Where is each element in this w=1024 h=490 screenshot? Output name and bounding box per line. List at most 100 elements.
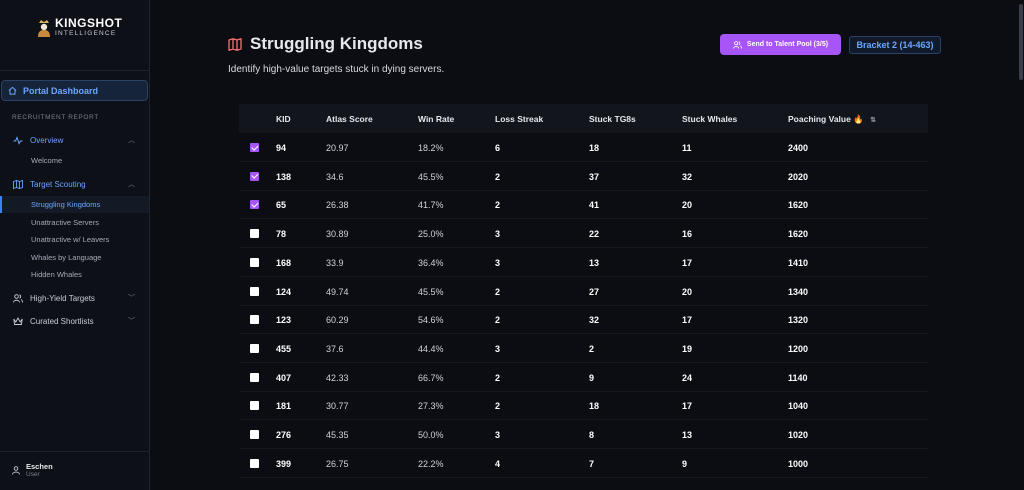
table-row[interactable]: 181 30.77 27.3% 2 18 17 1040: [239, 391, 928, 421]
king-icon: [36, 18, 52, 38]
nav-item-hidden-whales[interactable]: Hidden Whales: [31, 270, 82, 279]
cell-poaching-value: 1020: [788, 430, 809, 440]
crown-icon: [13, 316, 23, 325]
table-row[interactable]: 123 60.29 54.6% 2 32 17 1320: [239, 305, 928, 335]
sort-icon[interactable]: ⇅: [870, 117, 877, 124]
divider: [0, 70, 149, 71]
cell-kid: 123: [276, 315, 292, 326]
cell-poaching-value: 1000: [788, 458, 809, 469]
cell-kid: 78: [276, 229, 287, 240]
cell-atlas-score: 34.6: [326, 171, 344, 182]
table-row[interactable]: 168 33.9 36.4% 3 13 17 1410: [239, 248, 928, 277]
cell-atlas-score: 37.6: [326, 343, 344, 354]
nav-group-target-scouting[interactable]: Target Scouting ︿: [0, 175, 149, 193]
cell-loss-streak: 3: [495, 343, 501, 354]
cell-loss-streak: 3: [495, 257, 501, 268]
column-header-loss-streak[interactable]: Loss Streak: [495, 114, 544, 124]
column-header-kid[interactable]: KID: [276, 114, 291, 124]
cell-stuck-tg8s: 7: [589, 458, 595, 469]
users-icon: [13, 293, 23, 303]
cell-loss-streak: 2: [495, 372, 501, 383]
nav-group-overview[interactable]: Overview ︿: [0, 131, 149, 149]
cell-stuck-whales: 20: [682, 286, 693, 297]
cell-loss-streak: 6: [495, 143, 501, 153]
cell-stuck-whales: 9: [682, 458, 688, 469]
scrollbar-thumb[interactable]: [1019, 4, 1023, 80]
column-header-win-rate[interactable]: Win Rate: [418, 114, 455, 124]
row-checkbox[interactable]: [250, 458, 259, 468]
row-checkbox[interactable]: [250, 401, 259, 411]
user-profile[interactable]: Eschen User: [12, 462, 53, 479]
nav-item-unattractive-servers[interactable]: Unattractive Servers: [31, 218, 99, 227]
table-row[interactable]: 455 37.6 44.4% 3 2 19 1200: [239, 334, 928, 363]
table-row[interactable]: 124 49.74 45.5% 2 27 20 1340: [239, 277, 928, 306]
cell-loss-streak: 2: [495, 171, 501, 182]
cell-stuck-whales: 13: [682, 430, 693, 440]
nav-item-welcome[interactable]: Welcome: [31, 156, 63, 165]
cell-stuck-tg8s: 18: [589, 401, 600, 412]
send-to-talent-pool-button[interactable]: Send to Talent Pool (3/5): [720, 34, 841, 55]
cell-poaching-value: 1320: [788, 315, 809, 326]
cell-poaching-value: 1410: [788, 257, 809, 268]
table-row[interactable]: 407 42.33 66.7% 2 9 24 1140: [239, 363, 928, 392]
column-header-poaching-value[interactable]: Poaching Value 🔥 ⇅: [788, 114, 876, 125]
nav-group-curated-shortlists[interactable]: Curated Shortlists ﹀: [0, 312, 149, 330]
table-row[interactable]: 65 26.38 41.7% 2 41 20 1620: [239, 190, 928, 220]
user-role: User: [26, 471, 40, 478]
table-row[interactable]: 138 34.6 45.5% 2 37 32 2020: [239, 162, 928, 191]
cell-win-rate: 45.5%: [418, 171, 444, 182]
cell-win-rate: 27.3%: [418, 401, 444, 412]
cell-kid: 94: [276, 143, 287, 153]
brand-sub: INTELLIGENCE: [55, 30, 117, 37]
table-row[interactable]: 94 20.97 18.2% 6 18 11 2400: [239, 133, 928, 162]
column-header-stuck-whales[interactable]: Stuck Whales: [682, 114, 738, 124]
cell-loss-streak: 2: [495, 315, 501, 326]
row-checkbox[interactable]: [250, 286, 259, 296]
column-header-atlas-score[interactable]: Atlas Score: [326, 114, 373, 124]
users-icon: [733, 40, 742, 49]
cell-poaching-value: 1620: [788, 200, 809, 211]
row-checkbox[interactable]: [250, 171, 259, 181]
cell-kid: 399: [276, 458, 292, 469]
table-row[interactable]: 399 26.75 22.2% 4 7 9 1000: [239, 449, 928, 478]
cell-poaching-value: 2400: [788, 143, 809, 153]
cell-atlas-score: 33.9: [326, 257, 344, 268]
row-checkbox[interactable]: [250, 372, 259, 382]
bracket-selector[interactable]: Bracket 2 (14-463): [849, 36, 941, 54]
row-checkbox[interactable]: [250, 257, 259, 267]
nav-item-struggling-kingdoms[interactable]: Struggling Kingdoms: [0, 196, 149, 213]
cell-poaching-value: 1040: [788, 401, 809, 412]
cell-kid: 181: [276, 401, 292, 412]
cell-kid: 65: [276, 200, 287, 211]
row-checkbox[interactable]: [250, 343, 259, 353]
kingdoms-table: KID Atlas Score Win Rate Loss Streak Stu…: [239, 104, 928, 490]
table-row[interactable]: 276 45.35 50.0% 3 8 13 1020: [239, 420, 928, 449]
cell-poaching-value: 1140: [788, 372, 808, 383]
scrollbar[interactable]: [1018, 0, 1024, 490]
cell-stuck-tg8s: 9: [589, 372, 595, 383]
column-header-stuck-tg8s[interactable]: Stuck TG8s: [589, 114, 636, 124]
nav-item-whales-by-language[interactable]: Whales by Language: [31, 253, 102, 262]
page-subtitle: Identify high-value targets stuck in dyi…: [228, 64, 445, 75]
portal-dashboard-button[interactable]: Portal Dashboard: [1, 80, 148, 101]
chevron-down-icon: ﹀: [128, 318, 135, 325]
row-checkbox[interactable]: [250, 315, 259, 325]
cell-loss-streak: 3: [495, 229, 501, 240]
row-checkbox[interactable]: [250, 200, 259, 210]
row-checkbox[interactable]: [250, 430, 259, 439]
nav-group-label: Target Scouting: [30, 179, 86, 189]
cell-kid: 168: [276, 257, 292, 268]
table-row[interactable]: 78 30.89 25.0% 3 22 16 1620: [239, 219, 928, 249]
divider: [0, 451, 149, 452]
cell-poaching-value: 2020: [788, 171, 809, 182]
nav-item-unattractive-leavers[interactable]: Unattractive w/ Leavers: [31, 235, 110, 244]
nav-group-high-yield-targets[interactable]: High-Yield Targets ﹀: [0, 289, 149, 307]
cell-loss-streak: 3: [495, 430, 501, 440]
map-icon: [13, 179, 23, 189]
row-checkbox[interactable]: [250, 229, 259, 239]
cell-win-rate: 66.7%: [418, 372, 444, 383]
row-checkbox[interactable]: [250, 143, 259, 152]
brand-logo[interactable]: KINGSHOT INTELLIGENCE: [36, 17, 122, 38]
cell-atlas-score: 30.89: [326, 229, 349, 240]
cell-stuck-tg8s: 32: [589, 315, 600, 326]
